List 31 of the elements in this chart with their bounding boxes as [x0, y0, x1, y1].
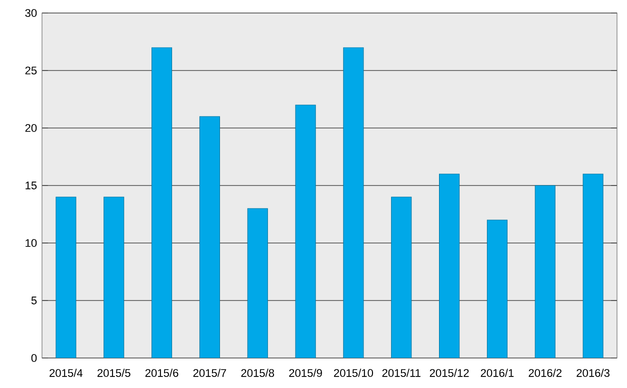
- x-tick-label: 2015/11: [382, 368, 420, 377]
- bar: [391, 196, 412, 358]
- y-tick-label: 10: [26, 239, 37, 247]
- bar: [56, 196, 76, 358]
- y-tick-label: 5: [31, 296, 37, 304]
- bar: [486, 220, 508, 358]
- x-tick-label: 2015/6: [145, 368, 178, 377]
- x-tick-label: 2015/5: [98, 368, 130, 377]
- x-tick-label: 2015/12: [430, 368, 469, 377]
- x-tick-label: 2015/9: [289, 368, 322, 377]
- x-tick-label: 2016/1: [480, 368, 514, 377]
- bar: [199, 116, 220, 358]
- bar: [104, 196, 124, 358]
- x-tick-label: 2015/4: [50, 368, 83, 377]
- bar: [247, 208, 268, 358]
- bar: [439, 174, 460, 358]
- bar: [582, 174, 604, 358]
- bar: [534, 185, 556, 358]
- bar: [152, 47, 172, 358]
- x-tick-label: 2015/7: [193, 368, 226, 377]
- y-tick-label: 0: [31, 354, 37, 362]
- y-tick-label: 25: [25, 66, 37, 74]
- y-tick-label: 15: [26, 182, 37, 190]
- bar: [343, 47, 364, 358]
- x-tick-label: 2016/3: [576, 368, 610, 377]
- x-tick-label: 2015/10: [334, 368, 374, 377]
- y-tick-label: 30: [25, 9, 37, 17]
- bar: [295, 104, 316, 358]
- y-tick-label: 20: [25, 124, 37, 132]
- x-tick-label: 2015/8: [241, 368, 274, 377]
- x-tick-label: 2016/2: [528, 368, 562, 377]
